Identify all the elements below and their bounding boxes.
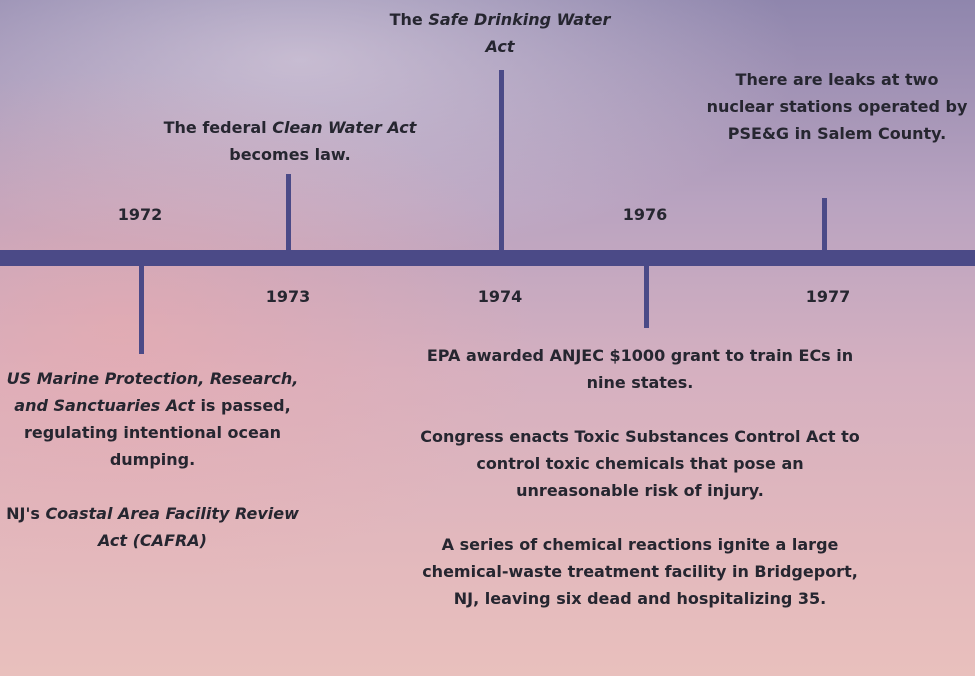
text-segment: A series of chemical reactions ignite a … — [422, 535, 858, 608]
event-item: A series of chemical reactions ignite a … — [415, 531, 865, 612]
event-text: US Marine Protection, Research, and Sanc… — [0, 365, 305, 554]
text-segment: Clean Water Act — [272, 118, 416, 137]
event-item: The Safe Drinking Water Act — [385, 6, 615, 60]
event-text: The federal Clean Water Act becomes law. — [125, 114, 455, 168]
text-segment: The federal — [164, 118, 273, 137]
event-item: There are leaks at two nuclear stations … — [702, 66, 972, 147]
event-item: NJ's Coastal Area Facility Review Act (C… — [0, 500, 305, 554]
stem — [822, 198, 827, 252]
year: 1976 — [605, 205, 685, 224]
stem — [499, 70, 504, 252]
text-segment: NJ's — [6, 504, 45, 523]
text-segment: There are leaks at two nuclear stations … — [707, 70, 968, 143]
text-segment: Coastal Area Facility Review Act (CAFRA) — [45, 504, 298, 550]
event-text: EPA awarded ANJEC $1000 grant to train E… — [415, 342, 865, 612]
text-segment: becomes law. — [229, 145, 351, 164]
stem — [139, 266, 144, 354]
event-item: Congress enacts Toxic Substances Control… — [415, 423, 865, 504]
year: 1974 — [460, 287, 540, 306]
year: 1972 — [100, 205, 180, 224]
year: 1973 — [248, 287, 328, 306]
event-text: There are leaks at two nuclear stations … — [702, 66, 972, 147]
stem — [644, 266, 649, 328]
text-segment: EPA awarded ANJEC $1000 grant to train E… — [427, 346, 853, 392]
event-text: The Safe Drinking Water Act — [385, 6, 615, 60]
timeline-bar — [0, 250, 975, 266]
event-item: The federal Clean Water Act becomes law. — [125, 114, 455, 168]
stem — [286, 174, 291, 252]
event-item: US Marine Protection, Research, and Sanc… — [0, 365, 305, 473]
event-item: EPA awarded ANJEC $1000 grant to train E… — [415, 342, 865, 396]
year: 1977 — [788, 287, 868, 306]
text-segment: Congress enacts Toxic Substances Control… — [420, 427, 859, 500]
text-segment: Safe Drinking Water Act — [428, 10, 610, 56]
timeline-page: 1972 US Marine Protection, Research, and… — [0, 0, 975, 676]
text-segment: The — [390, 10, 429, 29]
